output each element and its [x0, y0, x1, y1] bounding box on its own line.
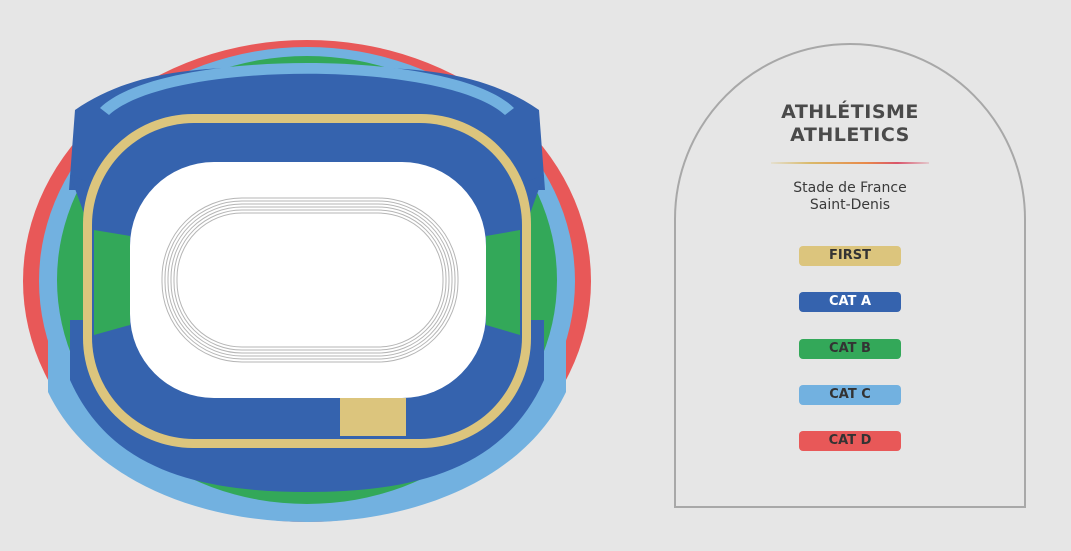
event-title-fr: ATHLÉTISME [781, 101, 919, 123]
event-title-en: ATHLETICS [790, 124, 910, 146]
legend-item-first[interactable]: FIRST [799, 246, 901, 266]
legend-item-cat-d[interactable]: CAT D [799, 431, 901, 451]
stadium-seating-map [23, 40, 591, 522]
venue-name: Stade de France [793, 180, 907, 196]
section-cat-b-left[interactable] [94, 230, 130, 335]
running-track [161, 197, 459, 363]
legend-item-cat-a[interactable]: CAT A [799, 292, 901, 312]
legend-item-cat-c[interactable]: CAT C [799, 385, 901, 405]
section-cat-c-top[interactable] [100, 63, 514, 115]
venue-city: Saint-Denis [809, 197, 891, 213]
section-cat-b-right[interactable] [486, 230, 520, 335]
legend-panel: ATHLÉTISME ATHLETICS Stade de France Sai… [674, 43, 1026, 508]
legend-item-cat-b[interactable]: CAT B [799, 339, 901, 359]
field [130, 162, 486, 398]
legend-panel-frame [674, 43, 1026, 508]
section-first-tribune[interactable] [340, 398, 406, 436]
title-divider [771, 162, 929, 164]
